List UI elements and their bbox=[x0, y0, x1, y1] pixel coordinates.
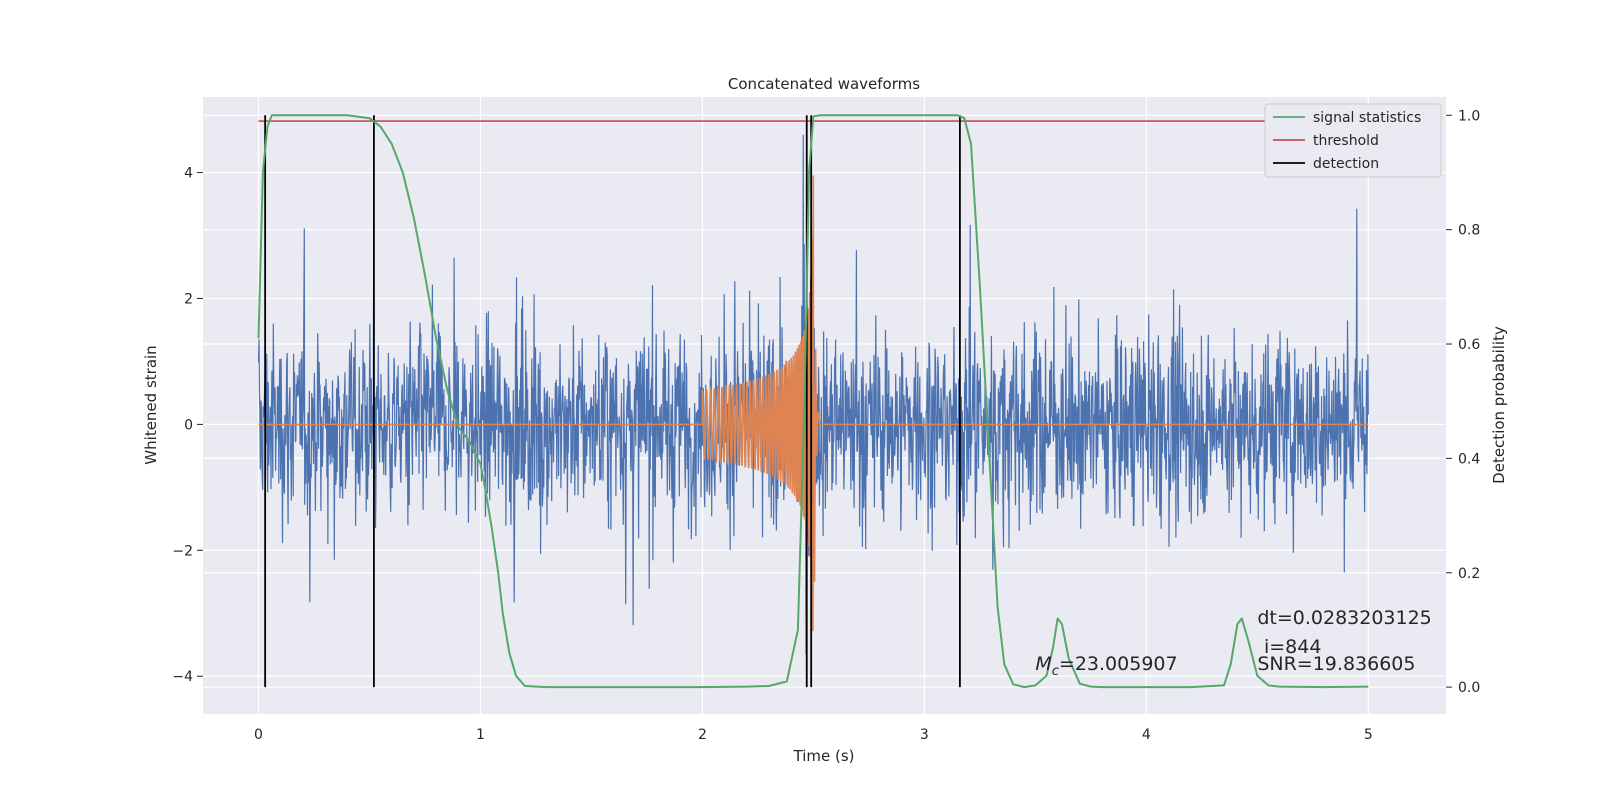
legend-label-signal-statistics: signal statistics bbox=[1313, 110, 1421, 126]
right-y-tick-label: 0.6 bbox=[1458, 337, 1480, 353]
x-tick-label: 4 bbox=[1142, 727, 1151, 743]
legend-box bbox=[1264, 103, 1442, 178]
probability-series bbox=[257, 114, 1369, 689]
x-tick-labels: 0 1 2 3 4 5 bbox=[254, 727, 1373, 743]
x-tick-label: 2 bbox=[698, 727, 707, 743]
annotation: SNR=19.836605 bbox=[1257, 653, 1415, 675]
right-y-tick-labels: 0.0 0.2 0.4 0.6 0.8 1.0 bbox=[1446, 108, 1480, 696]
right-y-tick-label: 0.2 bbox=[1458, 566, 1480, 582]
x-axis-label: Time (s) bbox=[793, 747, 855, 765]
right-y-axis-label: Detection probability bbox=[1490, 326, 1508, 484]
x-tick-label: 0 bbox=[254, 727, 263, 743]
left-y-axis-label: Whitened strain bbox=[142, 345, 160, 464]
chirp-line bbox=[258, 175, 1369, 632]
left-y-tick-labels: −4 −2 0 2 4 bbox=[172, 166, 203, 685]
legend: signal statistics threshold detection bbox=[1264, 103, 1442, 178]
left-y-tick-label: −4 bbox=[172, 669, 193, 685]
left-y-tick-label: −2 bbox=[172, 543, 193, 559]
annotation: dt=0.0283203125 bbox=[1257, 607, 1431, 629]
legend-label-threshold: threshold bbox=[1313, 133, 1379, 149]
right-y-tick-label: 0.8 bbox=[1458, 223, 1480, 239]
annotation: Mc=23.005907 bbox=[1035, 653, 1177, 679]
annotation: i=844 bbox=[1264, 636, 1321, 658]
right-y-tick-label: 0.4 bbox=[1458, 451, 1480, 467]
x-tick-label: 3 bbox=[920, 727, 929, 743]
x-tick-label: 1 bbox=[476, 727, 485, 743]
left-y-tick-label: 0 bbox=[184, 417, 193, 433]
left-y-tick-label: 2 bbox=[184, 291, 193, 307]
right-y-tick-label: 1.0 bbox=[1458, 108, 1480, 124]
legend-label-detection: detection bbox=[1313, 156, 1379, 172]
signal-statistics-line bbox=[257, 114, 1369, 689]
x-tick-label: 5 bbox=[1364, 727, 1373, 743]
chart-title: Concatenated waveforms bbox=[728, 75, 920, 93]
left-y-tick-label: 4 bbox=[184, 166, 193, 182]
right-y-tick-label: 0.0 bbox=[1458, 680, 1480, 696]
chirp-series bbox=[258, 175, 1369, 632]
